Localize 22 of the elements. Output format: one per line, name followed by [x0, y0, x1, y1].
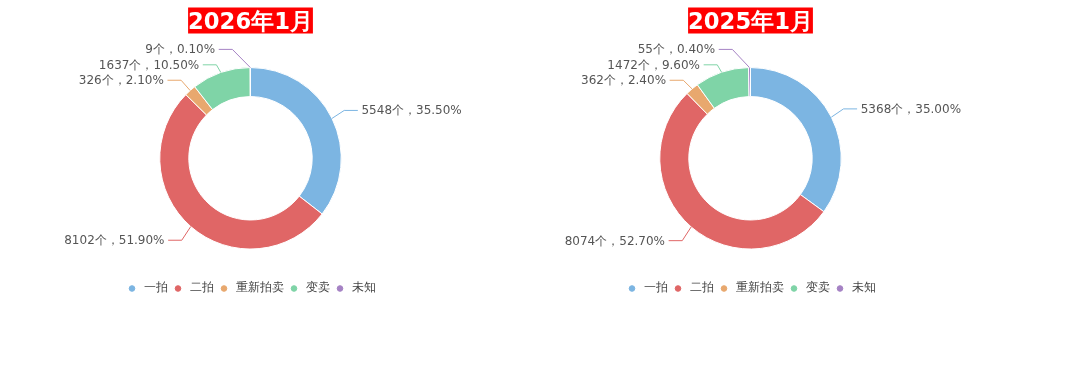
- data-label: 5548个，35.50%: [361, 103, 462, 118]
- data-label: 1472个，9.60%: [607, 57, 701, 72]
- data-label: 9个，0.10%: [145, 42, 216, 57]
- data-label: 326个，2.10%: [78, 73, 164, 88]
- data-label: 8102个，51.90%: [64, 233, 165, 248]
- legend-label: 未知: [351, 279, 376, 296]
- legend-label: 二拍: [189, 279, 214, 296]
- data-label: 55个，0.40%: [637, 42, 716, 57]
- data-label: 1637个，10.50%: [98, 57, 200, 72]
- legend-label: 二拍: [689, 279, 714, 296]
- chart-title: 2025年1月: [688, 7, 813, 34]
- chart-title: 2026年1月: [188, 7, 313, 34]
- legend-label: 一拍: [643, 279, 668, 296]
- legend-label: 变卖: [305, 279, 330, 296]
- data-label: 362个，2.40%: [581, 73, 667, 88]
- legend-label: 一拍: [143, 279, 168, 296]
- legend-label: 重新拍卖: [235, 279, 284, 296]
- data-label: 5368个，35.00%: [860, 101, 962, 116]
- legend-label: 未知: [851, 279, 876, 296]
- legend-label: 重新拍卖: [735, 279, 784, 296]
- data-label: 8074个，52.70%: [564, 233, 666, 248]
- legend-label: 变卖: [805, 279, 830, 296]
